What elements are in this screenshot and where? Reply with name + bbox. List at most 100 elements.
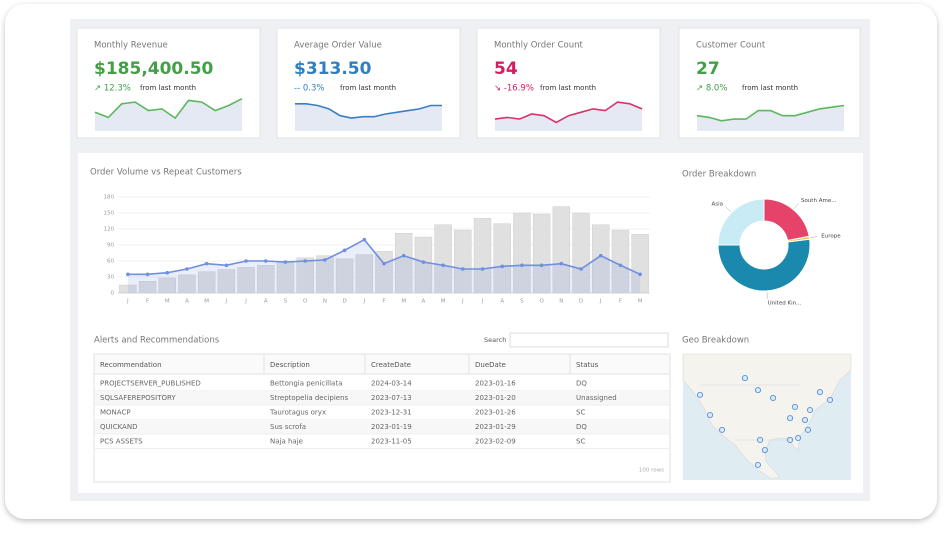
x-tick-label: F [146,299,149,305]
sparkline [295,103,442,119]
kpi-change: ↗ 8.0% [696,84,727,94]
map-title: Geo Breakdown [682,336,749,346]
line-point [638,272,642,277]
row-stripe [95,390,669,405]
table-cell: Taurotagus oryx [269,409,326,417]
table-cell: 2024-03-14 [371,380,412,388]
map-point [807,406,814,414]
x-tick-label: M [204,299,209,305]
line-point [303,259,307,263]
x-tick-label: A [500,299,504,305]
y-tick-label: 150 [104,211,115,217]
table-cell: DQ [576,380,587,388]
donut-leader [725,206,731,212]
line-point [559,261,564,266]
map-point [707,411,714,419]
line-point [500,264,505,269]
y-tick-label: 30 [107,275,114,281]
kpi-value: $185,400.50 [94,59,214,79]
x-tick-label: J [126,299,129,305]
table-cell: Streptopelia decipiens [270,394,349,402]
x-tick-label: A [422,299,426,305]
kpi-value: 54 [494,59,518,79]
line-point [204,261,209,266]
x-tick-label: N [323,299,327,305]
kpi-change: ↗ 12.3% [94,84,131,94]
table-cell: 2023-07-13 [371,394,412,402]
kpi-title: Monthly Order Count [494,41,584,51]
column-header: DueDate [475,361,506,369]
map-point [804,426,812,433]
donut-label: South Ame... [801,198,837,204]
y-tick-label: 180 [104,195,115,201]
map-point [816,389,823,396]
x-tick-label: S [284,299,288,305]
table-cell: 2023-01-19 [371,423,412,431]
search-input[interactable] [509,332,669,348]
map-point [787,415,794,422]
line-point [145,272,150,277]
donut-leader [793,203,799,209]
line-point [480,267,485,271]
table-footer: 100 rows [639,468,664,474]
sparkline-area [95,98,242,131]
map-point [754,461,762,468]
kpi-note: from last month [742,84,798,92]
donut-leader [810,236,818,238]
sparkline [494,101,643,124]
x-tick-label: O [303,299,308,305]
y-tick-label: 0 [111,291,115,297]
x-tick-label: D [342,299,346,305]
map-point [741,375,749,382]
kpi-change: -- 0.3% [294,84,324,94]
donut-label: Europe [821,233,841,239]
donut-label: United Kin... [768,300,802,306]
table-cell: 2023-01-26 [475,409,516,417]
line-point [421,260,426,264]
line-point [401,253,406,258]
line-point [539,263,544,268]
map-point [770,394,777,402]
kpi-title: Customer Count [696,41,766,51]
donut-slice [717,238,811,292]
x-tick-label: M [638,299,643,305]
x-tick-label: F [619,299,622,305]
x-tick-label: A [264,299,268,305]
table-cell: 2023-12-31 [371,409,412,417]
line-point [618,263,623,268]
line-point [579,267,583,271]
line-point [441,263,445,268]
chart-title: Order Volume vs Repeat Customers [90,168,242,178]
line-point [342,248,347,253]
table-title: Alerts and Recommendations [94,336,220,346]
table-frame [93,353,671,483]
kpi-title: Monthly Revenue [94,41,168,51]
line-point [520,263,524,268]
table-cell: 2023-11-05 [371,438,412,446]
column-header: Recommendation [100,361,162,369]
kpi-note: from last month [540,84,596,92]
x-tick-label: J [599,299,602,305]
kpi-note: from last month [140,84,196,92]
line-point [382,261,386,266]
x-tick-label: J [481,299,484,305]
map-point [696,391,704,398]
map-point [791,403,798,410]
x-tick-label: J [244,299,247,305]
table-cell: MONACP [100,409,131,417]
table-cell: Unassigned [576,394,617,402]
donut-title: Order Breakdown [682,170,756,180]
donut-label: Asia [711,201,723,207]
x-tick-label: J [461,299,464,305]
table-cell: 2023-01-29 [475,423,516,431]
y-tick-label: 90 [107,243,114,249]
table-cell: Bettongia penicillata [270,380,342,388]
table-cell: 2023-02-09 [475,438,516,446]
map-point [801,417,809,424]
line-point [244,259,248,263]
sparkline-area [697,105,844,131]
table-cell: QUICKAND [100,423,137,431]
y-tick-label: 120 [104,227,115,233]
table-cell: Sus scrofa [270,423,306,431]
